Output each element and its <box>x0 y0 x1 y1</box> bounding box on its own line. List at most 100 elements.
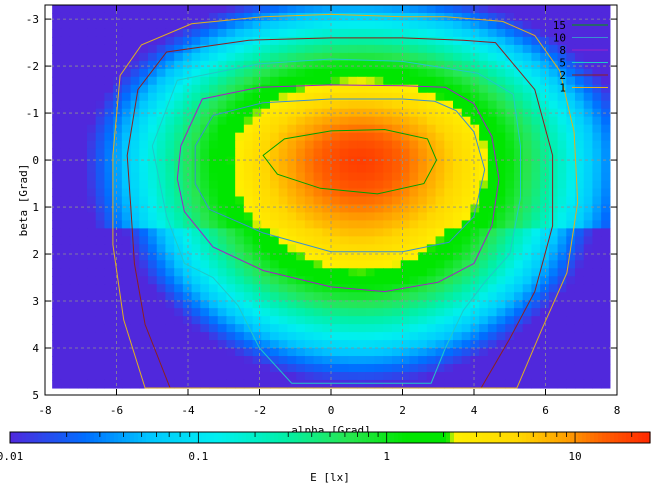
heatmap-cell <box>52 300 62 309</box>
heatmap-cell <box>322 172 332 182</box>
heatmap-cell <box>95 12 106 22</box>
heatmap-cell <box>592 379 602 389</box>
heatmap-cell <box>235 124 245 134</box>
heatmap-cell <box>95 180 106 190</box>
heatmap-cell <box>548 204 559 214</box>
heatmap-cell <box>95 172 106 182</box>
heatmap-cell <box>444 316 454 325</box>
heatmap-cell <box>304 132 315 142</box>
heatmap-cell <box>174 356 184 365</box>
heatmap-cell <box>400 268 411 277</box>
heatmap-cell <box>209 308 219 317</box>
heatmap-cell <box>200 308 210 317</box>
heatmap-cell <box>470 124 480 134</box>
heatmap-cell <box>601 204 611 214</box>
heatmap-cell <box>496 340 506 349</box>
heatmap-cell <box>165 44 175 54</box>
heatmap-cell <box>470 308 480 317</box>
heatmap-cell <box>357 164 367 174</box>
heatmap-cell <box>444 180 454 190</box>
heatmap-cell <box>601 140 611 150</box>
heatmap-cell <box>435 300 445 309</box>
heatmap-cell <box>566 204 576 214</box>
heatmap-cell <box>479 36 489 46</box>
heatmap-cell <box>400 276 411 285</box>
heatmap-cell <box>479 28 489 38</box>
heatmap-cell <box>182 228 193 237</box>
heatmap-cell <box>514 340 524 349</box>
heatmap-cell <box>487 172 498 182</box>
heatmap-cell <box>392 276 402 285</box>
heatmap-cell <box>348 164 358 174</box>
heatmap-cell <box>121 52 132 62</box>
heatmap-cell <box>278 132 289 142</box>
heatmap-cell <box>566 212 576 222</box>
heatmap-cell <box>461 268 472 277</box>
heatmap-cell <box>156 379 167 389</box>
heatmap-cell <box>52 244 62 253</box>
heatmap-cell <box>496 260 506 269</box>
heatmap-cell <box>522 372 533 381</box>
heatmap-cell <box>592 132 602 142</box>
colorbar-segment <box>202 432 207 443</box>
heatmap-cell <box>592 28 602 38</box>
colorbar-segment <box>302 432 307 443</box>
heatmap-cell <box>322 236 332 245</box>
heatmap-cell <box>104 348 114 357</box>
heatmap-cell <box>487 156 498 166</box>
heatmap-cell <box>444 188 454 198</box>
heatmap-cell <box>348 196 358 206</box>
heatmap-cell <box>383 220 393 229</box>
heatmap-cell <box>365 124 376 134</box>
heatmap-cell <box>365 220 376 229</box>
heatmap-cell <box>383 348 393 357</box>
heatmap-cell <box>226 228 236 237</box>
colorbar-segment <box>242 432 247 443</box>
heatmap-cell <box>235 308 245 317</box>
heatmap-cell <box>426 188 437 198</box>
heatmap-cell <box>148 100 158 110</box>
heatmap-cell <box>261 252 271 261</box>
heatmap-cell <box>540 132 550 142</box>
heatmap-cell <box>601 220 611 229</box>
heatmap-cell <box>69 180 79 190</box>
heatmap-cell <box>392 28 402 38</box>
heatmap-cell <box>531 324 541 333</box>
heatmap-cell <box>60 372 71 381</box>
heatmap-cell <box>574 196 585 206</box>
heatmap-cell <box>226 124 236 134</box>
heatmap-cell <box>200 100 210 110</box>
heatmap-cell <box>261 52 271 62</box>
heatmap-cell <box>514 284 524 293</box>
heatmap-cell <box>583 148 594 158</box>
heatmap-cell <box>104 252 114 261</box>
heatmap-cell <box>78 92 88 102</box>
heatmap-cell <box>348 12 358 22</box>
heatmap-cell <box>270 28 280 38</box>
heatmap-cell <box>592 52 602 62</box>
heatmap-cell <box>426 268 437 277</box>
heatmap-cell <box>270 284 280 293</box>
heatmap-cell <box>313 308 323 317</box>
heatmap-cell <box>217 148 228 158</box>
colorbar-segment <box>286 432 291 443</box>
heatmap-cell <box>235 372 245 381</box>
colorbar-segment <box>154 432 159 443</box>
heatmap-cell <box>357 356 367 365</box>
heatmap-cell <box>444 164 454 174</box>
heatmap-cell <box>540 252 550 261</box>
heatmap-cell <box>156 20 167 30</box>
heatmap-cell <box>574 364 585 373</box>
heatmap-cell <box>209 196 219 206</box>
heatmap-cell <box>156 356 167 365</box>
heatmap-cell <box>121 316 132 325</box>
heatmap-cell <box>113 76 123 86</box>
heatmap-cell <box>435 268 445 277</box>
heatmap-cell <box>557 324 567 333</box>
heatmap-cell <box>156 236 167 245</box>
heatmap-cell <box>243 300 254 309</box>
heatmap-cell <box>52 28 62 38</box>
heatmap-cell <box>583 108 594 118</box>
heatmap-cell <box>453 324 463 333</box>
